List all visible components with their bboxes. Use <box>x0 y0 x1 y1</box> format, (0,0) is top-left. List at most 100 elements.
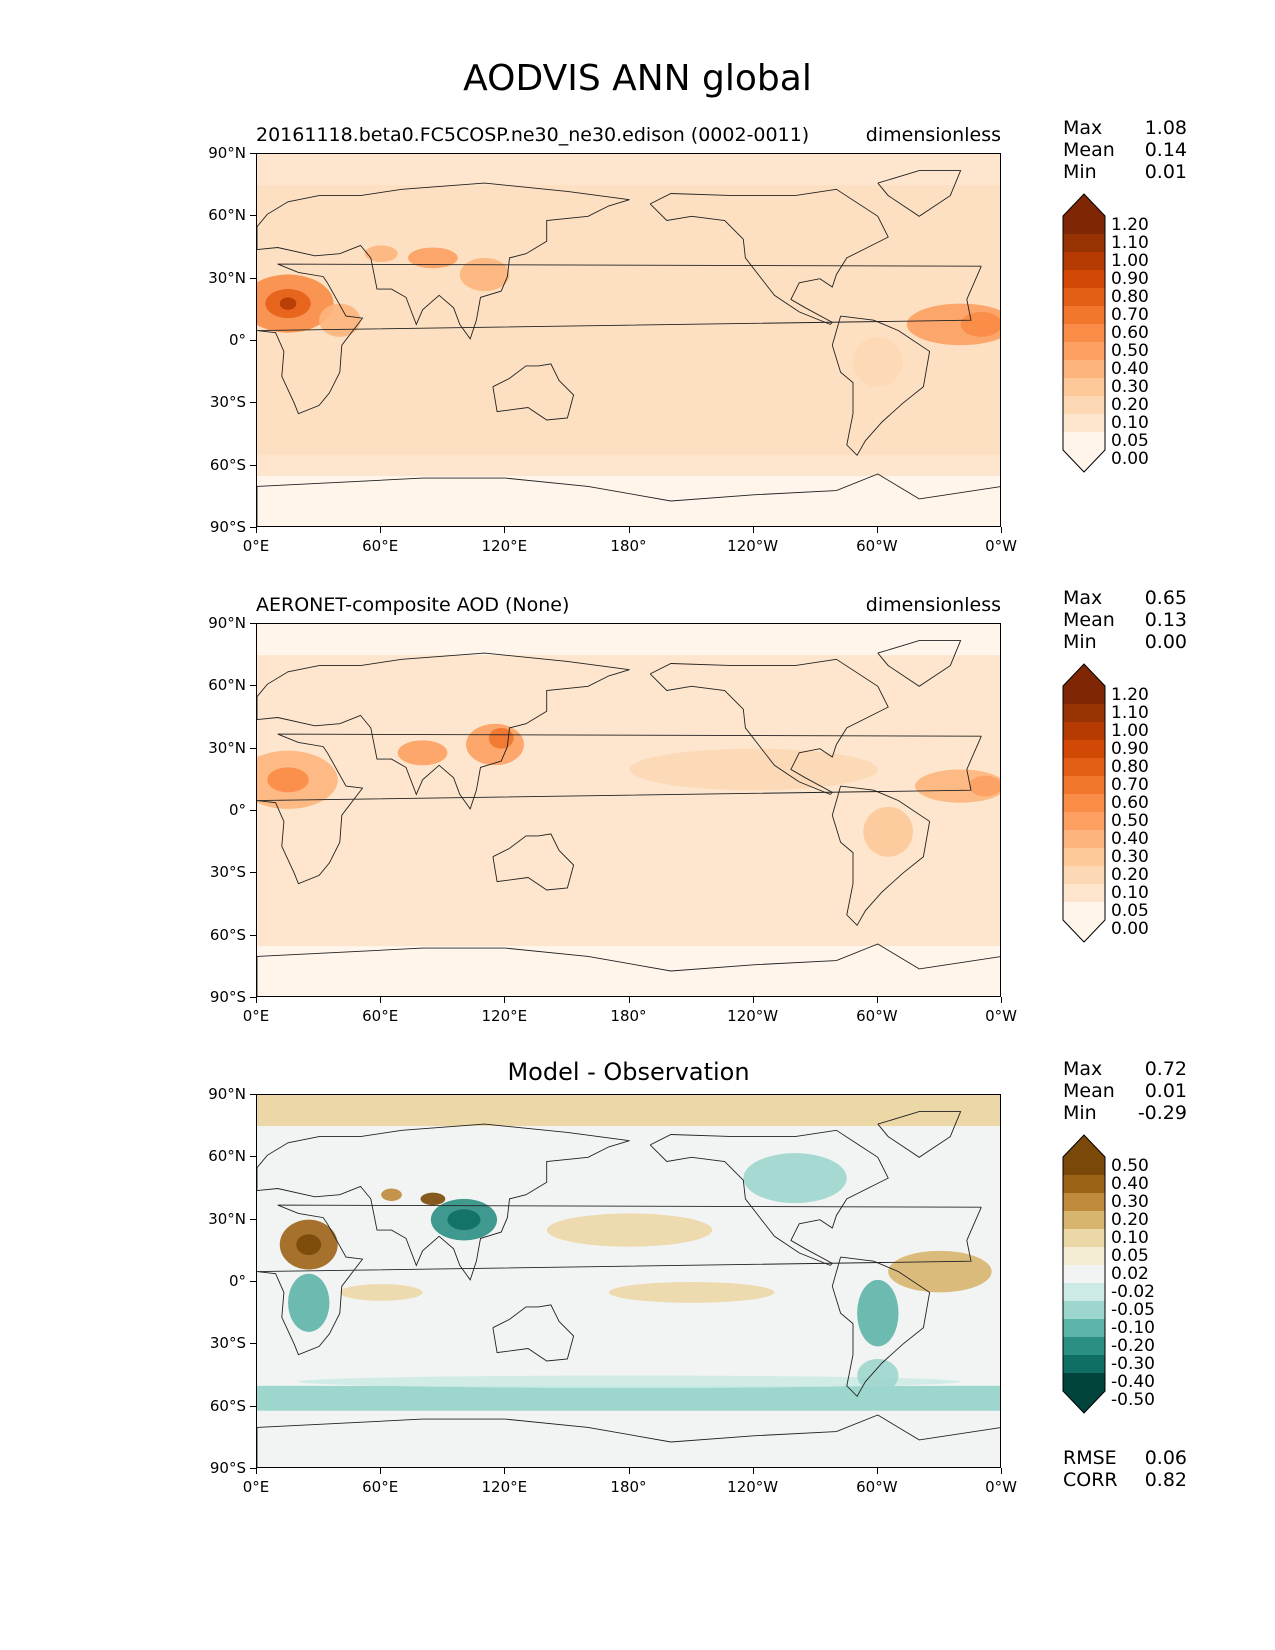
lon-tick-label: 120°W <box>727 1478 779 1496</box>
colorbar-segment <box>1063 902 1105 942</box>
panel-2-left-title: AERONET-composite AOD (None) <box>256 594 570 616</box>
colorbar-segment <box>1063 1301 1105 1319</box>
colorbar-tick-label: 0.20 <box>1111 865 1149 885</box>
map-shaded-region <box>298 1387 961 1405</box>
map-zonal-band <box>257 154 1000 186</box>
map-zonal-band <box>257 925 1000 947</box>
stat-value: 0.82 <box>1144 1469 1187 1491</box>
coastline <box>831 1256 931 1398</box>
colorbar-tick-label: 1.20 <box>1111 685 1149 705</box>
stat-name: Min <box>1063 1102 1097 1124</box>
colorbar-segment <box>1063 252 1105 270</box>
lat-tick-label: 90°N <box>208 614 246 632</box>
lat-tick-label: 0° <box>228 1272 246 1290</box>
lat-tick-mark <box>250 810 256 811</box>
colorbar-tick-label: -0.50 <box>1111 1390 1155 1410</box>
lat-tick-mark <box>250 153 256 154</box>
colorbar-tick-label: 0.20 <box>1111 395 1149 415</box>
lat-tick-mark <box>250 1094 256 1095</box>
colorbar-segment <box>1063 360 1105 378</box>
map-shaded-region <box>488 727 514 749</box>
coastline <box>492 833 575 891</box>
lat-tick-mark <box>250 1343 256 1345</box>
lat-tick-label: 90°N <box>208 144 246 162</box>
colorbar-tick-label: 1.00 <box>1111 721 1149 741</box>
colorbar-segment <box>1063 1229 1105 1247</box>
stat-value: 0.01 <box>1144 1080 1187 1102</box>
coastline <box>257 182 630 340</box>
panel-2-stats: Max 0.65 Mean 0.13 Min 0.00 <box>1063 587 1203 653</box>
lon-tick-mark <box>628 527 630 533</box>
lat-tick-label: 30°S <box>209 1334 246 1353</box>
colorbar-tick-label: 0.05 <box>1111 431 1149 451</box>
colorbar-segment <box>1063 1193 1105 1211</box>
map-shaded-region <box>863 806 914 857</box>
lon-tick-label: 60°W <box>856 537 898 555</box>
colorbar-tick-label: 0.00 <box>1111 919 1149 939</box>
coastline <box>831 785 931 927</box>
panel-2-right-title: dimensionless <box>865 594 1001 616</box>
panel-2-map <box>256 623 1001 997</box>
lon-tick-label: 120°E <box>481 537 528 555</box>
colorbar-tick-label: 0.10 <box>1111 1228 1149 1248</box>
map-zonal-band <box>257 476 1000 526</box>
colorbar-tick-label: 0.10 <box>1111 883 1149 903</box>
map-shaded-region <box>381 1188 402 1201</box>
lat-tick-mark <box>250 402 256 404</box>
lat-tick-mark <box>250 340 256 341</box>
lat-tick-mark <box>250 527 256 528</box>
lon-tick-mark <box>876 527 878 533</box>
colorbar-tick-label: 0.10 <box>1111 413 1149 433</box>
lat-tick-label: 30°N <box>208 268 246 287</box>
colorbar-segment <box>1063 1337 1105 1355</box>
coastline <box>877 170 962 217</box>
colorbar-tick-label: 0.50 <box>1111 341 1149 361</box>
stat-name: Mean <box>1063 609 1115 631</box>
panel-1-left-title: 20161118.beta0.FC5COSP.ne30_ne30.edison … <box>256 124 810 146</box>
coastline <box>492 363 575 421</box>
colorbar-tick-label: 0.40 <box>1111 829 1149 849</box>
lat-tick-label: 60°N <box>208 1147 246 1166</box>
colorbar-segment <box>1063 1265 1105 1283</box>
colorbar-tick-label: -0.10 <box>1111 1318 1155 1338</box>
colorbar-segment <box>1063 396 1105 414</box>
colorbar-outline <box>1062 193 1106 473</box>
coastline <box>831 315 931 457</box>
lat-tick-label: 30°N <box>208 1209 246 1228</box>
lon-tick-label: 0°E <box>242 1007 270 1025</box>
lat-tick-mark <box>250 1156 256 1158</box>
panel-3-map <box>256 1094 1001 1468</box>
coastline <box>257 652 630 810</box>
colorbar-segment <box>1063 1135 1105 1175</box>
coastline <box>877 640 962 687</box>
colorbar-tick-label: 1.00 <box>1111 251 1149 271</box>
lon-tick-mark <box>1001 527 1002 533</box>
lat-tick-mark <box>250 934 256 936</box>
lon-tick-mark <box>380 1468 382 1474</box>
lat-tick-label: 90°S <box>209 1459 246 1477</box>
coastline <box>257 1414 1000 1467</box>
panel-2-colorbar: 0.00 0.05 0.10 0.20 0.30 0.40 0.50 0.60 0.70 0.80… <box>1062 663 1195 943</box>
colorbar-segment <box>1063 306 1105 324</box>
lat-tick-mark <box>250 1281 256 1282</box>
map-shaded-region <box>279 297 297 310</box>
lon-tick-label: 180° <box>610 537 647 555</box>
map-zonal-band <box>257 1410 1000 1467</box>
stat-value: -0.29 <box>1137 1102 1187 1124</box>
panel-1-right-title: dimensionless <box>865 124 1001 146</box>
stat-value: 0.01 <box>1144 161 1187 183</box>
panel-1-map <box>256 153 1001 527</box>
lat-tick-mark <box>250 1218 256 1220</box>
colorbar-tick-label: 0.30 <box>1111 1192 1149 1212</box>
colorbar-segment <box>1063 432 1105 472</box>
map-shaded-region <box>339 1284 423 1301</box>
colorbar-tick-label: 0.40 <box>1111 359 1149 379</box>
lat-tick-label: 30°S <box>209 863 246 882</box>
map-shaded-region <box>888 1250 992 1293</box>
colorbar-segment <box>1063 234 1105 252</box>
coastline <box>257 943 1000 996</box>
lat-tick-label: 90°S <box>209 988 246 1006</box>
panel-1-stats: Max 1.08 Mean 0.14 Min 0.01 <box>1063 117 1203 183</box>
lat-tick-mark <box>250 464 256 466</box>
colorbar-segment <box>1063 830 1105 848</box>
